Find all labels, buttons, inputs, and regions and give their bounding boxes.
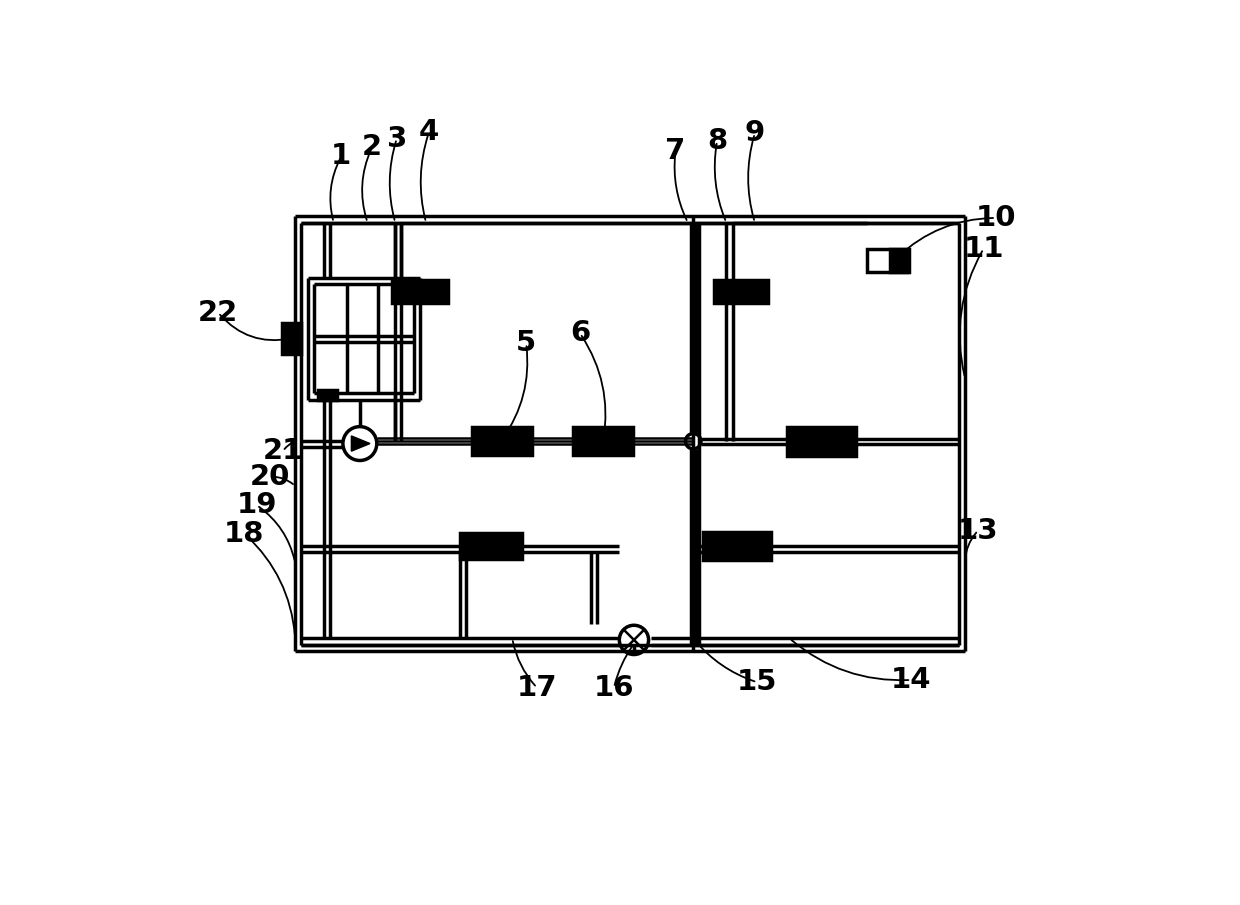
Text: 4: 4 [419, 118, 439, 146]
Text: 19: 19 [237, 491, 277, 519]
Bar [460, 533, 522, 559]
Text: 22: 22 [198, 299, 238, 327]
Bar [281, 323, 300, 354]
Bar [890, 249, 908, 272]
Text: 18: 18 [224, 519, 264, 548]
Text: 13: 13 [957, 517, 998, 545]
Text: 1: 1 [331, 142, 351, 170]
Text: 3: 3 [387, 125, 407, 153]
Text: 10: 10 [976, 204, 1016, 232]
Bar [714, 281, 768, 303]
Text: 6: 6 [570, 319, 590, 348]
Text: 17: 17 [517, 673, 557, 701]
Text: 5: 5 [516, 329, 536, 357]
Bar [573, 427, 634, 455]
Text: 15: 15 [737, 668, 777, 696]
Bar [787, 426, 857, 456]
Bar [703, 532, 771, 560]
Polygon shape [351, 436, 370, 452]
Text: 9: 9 [745, 119, 765, 148]
Text: 14: 14 [890, 666, 931, 694]
Text: 20: 20 [249, 462, 290, 491]
Bar [392, 281, 448, 303]
Text: 2: 2 [362, 133, 382, 161]
Bar [317, 390, 337, 400]
Bar [472, 427, 532, 455]
Text: 11: 11 [963, 234, 1004, 262]
Text: 16: 16 [594, 673, 634, 701]
Text: 8: 8 [707, 127, 727, 155]
Bar [867, 249, 909, 272]
Text: 21: 21 [263, 437, 303, 465]
Text: 7: 7 [666, 137, 686, 165]
